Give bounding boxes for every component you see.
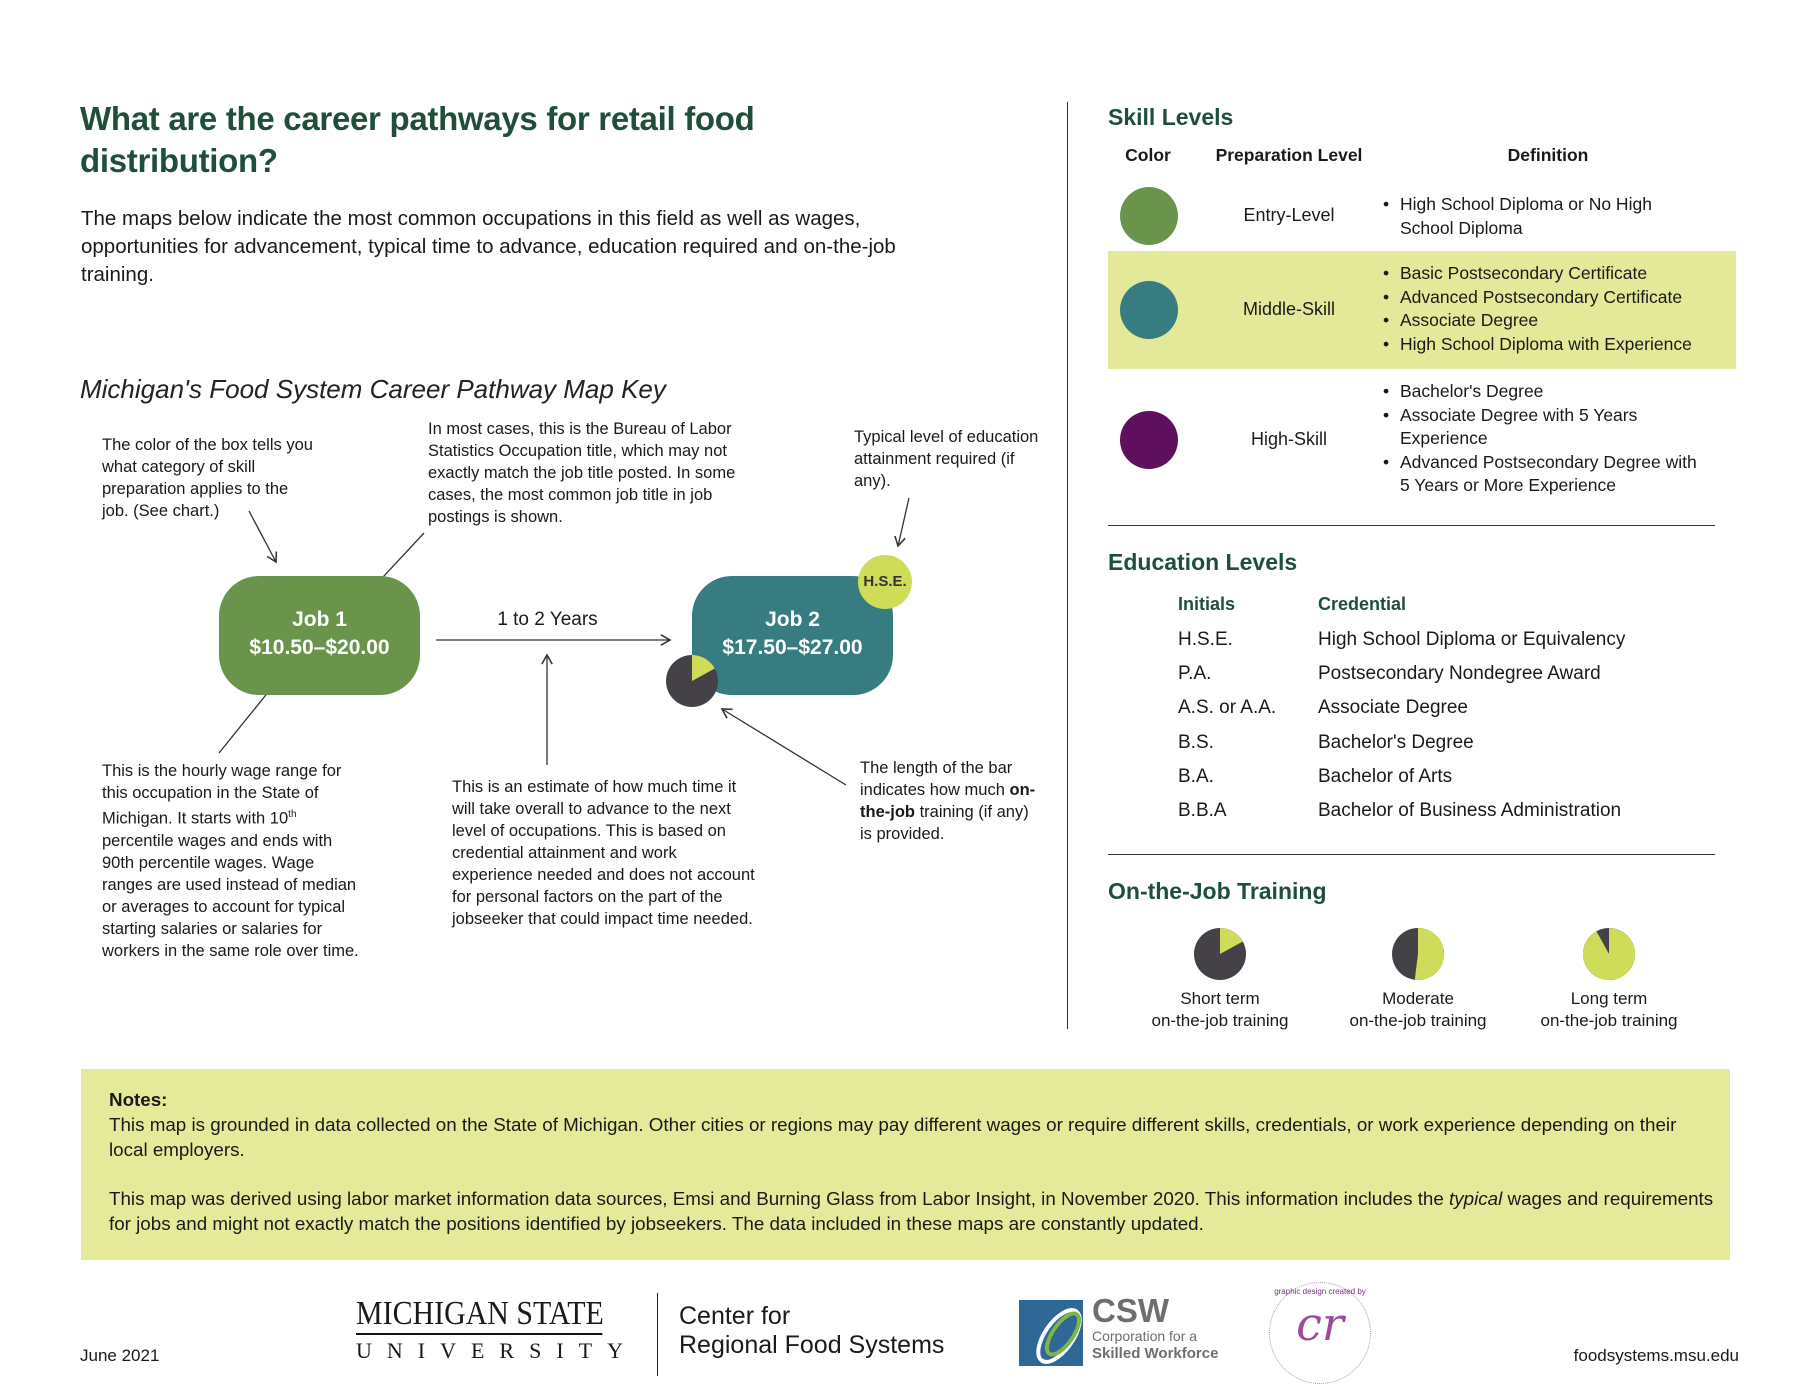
arrow-line [720,708,847,786]
education-initials: B.S. [1178,731,1214,753]
definition-item: Associate Degree [1383,309,1692,333]
csw-logo-icon [1019,1300,1083,1366]
job1-title: Job 1 [292,608,347,631]
map-key-title: Michigan's Food System Career Pathway Ma… [80,374,666,404]
skill-row-middle: Middle-Skill Basic Postsecondary Certifi… [1108,251,1736,369]
education-credential: Bachelor of Arts [1318,765,1453,787]
annotation-job-title: In most cases, this is the Bureau of Lab… [428,420,736,526]
csw-logo-text: CSW Corporation for a Skilled Workforce [1092,1292,1219,1363]
level-label: High-Skill [1250,429,1328,449]
skill-levels-title: Skill Levels [1108,104,1234,130]
definition-item: Advanced Postsecondary Degree with 5 Yea… [1383,451,1703,498]
education-credential: Associate Degree [1318,697,1468,719]
education-credential: Bachelor's Degree [1318,731,1474,753]
education-initials: B.A. [1178,765,1214,787]
education-levels-title: Education Levels [1108,549,1298,575]
intro-paragraph: The maps below indicate the most common … [81,207,896,286]
education-initials: A.S. or A.A. [1178,697,1277,719]
skill-row-entry: Entry-Level High School Diploma or No Hi… [1108,186,1736,249]
annotation-time: This is an estimate of how much time it … [452,778,755,928]
definition-item: High School Diploma with Experience [1383,333,1692,357]
definition-item: Advanced Postsecondary Certificate [1383,286,1692,310]
education-initials: B.B.A [1178,800,1227,821]
level-label: Entry-Level [1243,205,1335,225]
pie-training-slice [1583,928,1635,980]
training-pie-icon [666,655,718,707]
pie-training-slice [692,655,715,681]
notes-paragraph-1: This map is grounded in data collected o… [109,1114,1677,1160]
website-url: foodsystems.msu.edu [1573,1346,1739,1365]
header-initials: Initials [1178,594,1236,614]
ojt-title: On-the-Job Training [1108,878,1327,904]
entry-color-swatch [1120,187,1178,245]
section-divider [1108,525,1715,526]
center-name: Center for Regional Food Systems [679,1302,945,1359]
moderate-pie-icon [1392,928,1444,980]
ojt-label-short: Short term on-the-job training [1151,989,1289,1030]
education-initials: H.S.E. [1178,629,1233,650]
header-preparation: Preparation Level [1215,145,1363,165]
level-label: Middle-Skill [1242,299,1336,319]
education-credential: Postsecondary Nondegree Award [1318,663,1601,685]
job2-wage: $17.50–$27.00 [722,636,863,659]
job1-box: Job 1 $10.50–$20.00 [219,576,420,695]
skill-row-high: High-Skill Bachelor's Degree Associate D… [1108,371,1736,500]
notes-paragraph-2: This map was derived using labor market … [109,1188,1714,1234]
job2-title: Job 2 [765,608,820,631]
education-credential: High School Diploma or Equivalency [1318,629,1626,650]
pie-training-slice [1220,928,1243,954]
annotation-box-color: The color of the box tells you what cate… [102,436,313,520]
header-color: Color [1125,145,1171,165]
definition-item: Basic Postsecondary Certificate [1383,262,1692,286]
arrow-line [248,510,278,564]
page-title: What are the career pathways for retail … [80,100,755,179]
arrow-line [894,497,910,548]
definition-item: Bachelor's Degree [1383,380,1703,404]
middle-color-swatch [1120,281,1178,339]
logo-divider [657,1293,658,1376]
education-badge: H.S.E. [858,555,912,609]
header-definition: Definition [1507,145,1589,165]
notes-label: Notes: [109,1089,168,1110]
long-term-pie-icon [1583,928,1635,980]
education-initials: P.A. [1178,663,1212,685]
column-divider [1067,102,1068,1029]
annotation-education: Typical level of education attainment re… [854,428,1039,490]
definition-item: High School Diploma or No High School Di… [1383,193,1683,240]
education-credential: Bachelor of Business Administration [1318,800,1622,821]
job2-box: Job 2 $17.50–$27.00 [692,576,893,695]
msu-logo: MICHIGAN STATE UNIVERSITY [356,1295,638,1363]
transition-time: 1 to 2 Years [497,609,598,630]
pie-training-slice [1414,928,1444,980]
annotation-training-bar: The length of the bar indicates how much… [860,759,1036,843]
date: June 2021 [80,1346,160,1365]
header-credential: Credential [1318,594,1407,614]
job1-wage: $10.50–$20.00 [249,636,390,659]
designer-logo: graphic design created by cr [1269,1282,1371,1384]
section-divider [1108,854,1715,855]
definition-item: Associate Degree with 5 Years Experience [1383,404,1703,451]
short-term-pie-icon [1194,928,1246,980]
notes-box: Notes: This map is grounded in data coll… [81,1069,1730,1260]
annotation-wage: This is the hourly wage range for this o… [102,762,359,960]
high-color-swatch [1120,411,1178,469]
ojt-label-long: Long term on-the-job training [1540,989,1678,1030]
ojt-label-moderate: Moderate on-the-job training [1349,989,1487,1030]
